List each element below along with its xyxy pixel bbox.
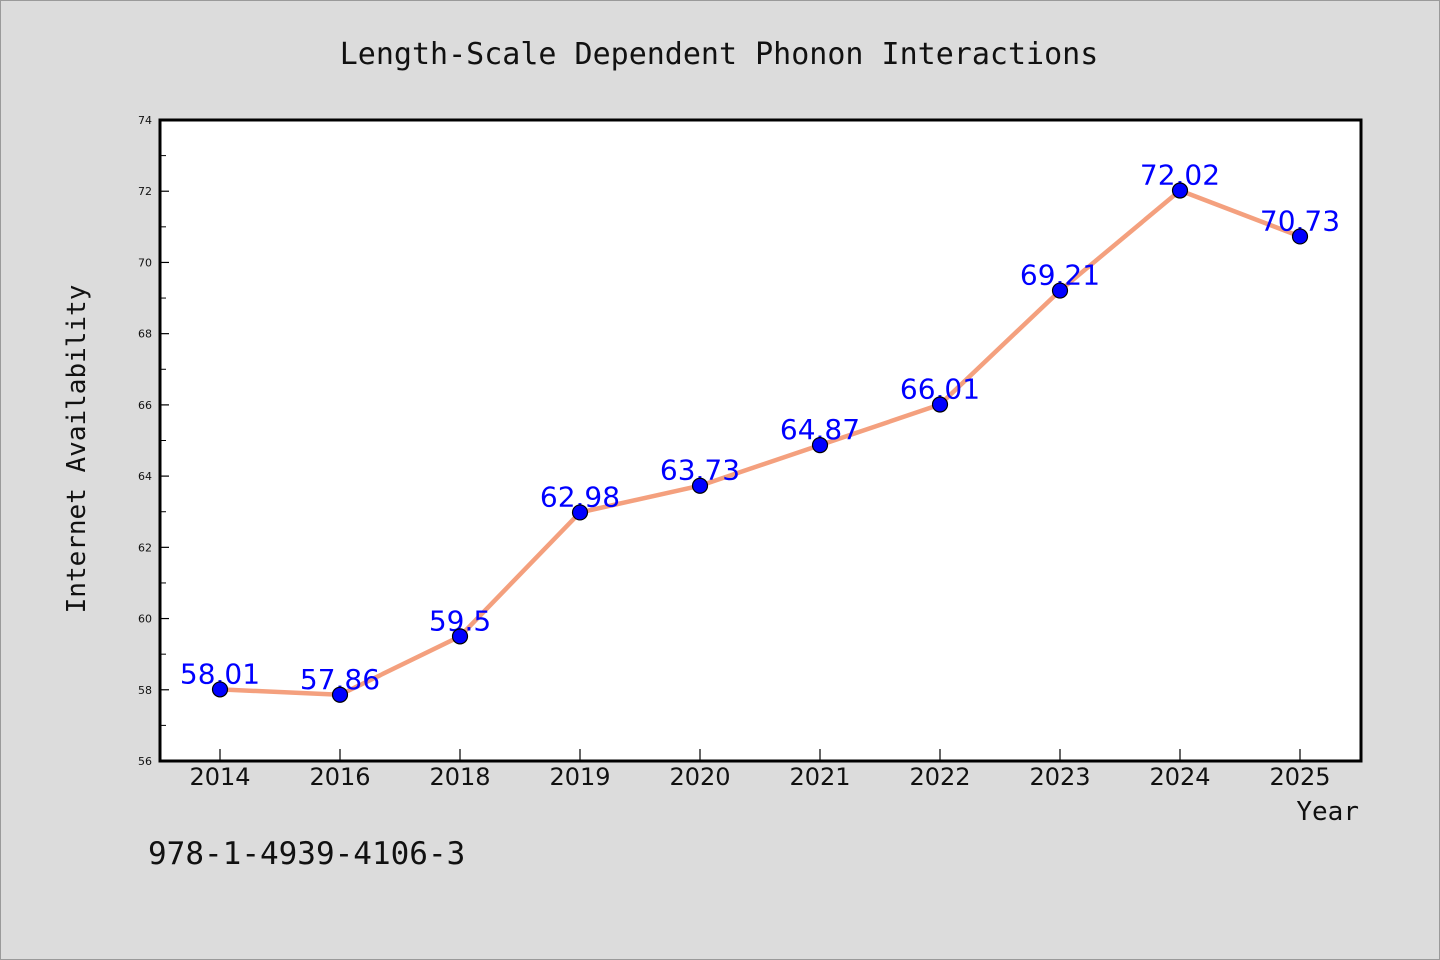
y-tick-label: 66 [138,399,152,412]
data-point [1171,182,1189,199]
x-tick-label: 2025 [1269,763,1330,791]
y-tick-label: 62 [138,541,152,554]
data-point [331,686,349,703]
data-point [1051,282,1069,299]
y-tick-label: 68 [138,328,152,341]
y-axis-label: Internet Availability [62,285,92,614]
x-tick-label: 2024 [1149,763,1210,791]
y-tick-label: 58 [138,684,152,697]
series-markers [211,182,1309,703]
data-point [1291,228,1309,245]
data-point [451,628,469,645]
x-tick-label: 2014 [189,763,250,791]
y-tick-label: 64 [138,470,152,483]
x-tick-label: 2023 [1029,763,1090,791]
chart-title: Length-Scale Dependent Phonon Interactio… [340,37,1099,72]
data-point [691,477,709,494]
x-axis: 2014 2016 2018 2019 2020 2021 2022 2023 2024 2025 [189,749,1331,791]
x-axis-label: Year [1296,797,1359,827]
y-tick-label: 56 [138,755,152,768]
y-tick-label: 70 [138,256,152,269]
data-point [571,504,589,521]
y-tick-label: 72 [138,185,152,198]
x-tick-label: 2019 [549,763,610,791]
x-tick-label: 2020 [669,763,730,791]
y-axis: 56 58 60 62 64 66 68 70 72 74 [138,114,169,768]
plot-area [158,118,1363,763]
y-tick-label: 74 [138,114,152,127]
x-tick-label: 2018 [429,763,490,791]
isbn-code: 978-1-4939-4106-3 [148,836,465,872]
series-line [219,188,1301,698]
y-tick-label: 60 [138,613,152,626]
x-tick-label: 2021 [789,763,850,791]
data-point [211,681,229,698]
x-tick-label: 2022 [909,763,970,791]
data-point [811,437,829,454]
data-point [931,396,949,413]
x-tick-label: 2016 [309,763,370,791]
